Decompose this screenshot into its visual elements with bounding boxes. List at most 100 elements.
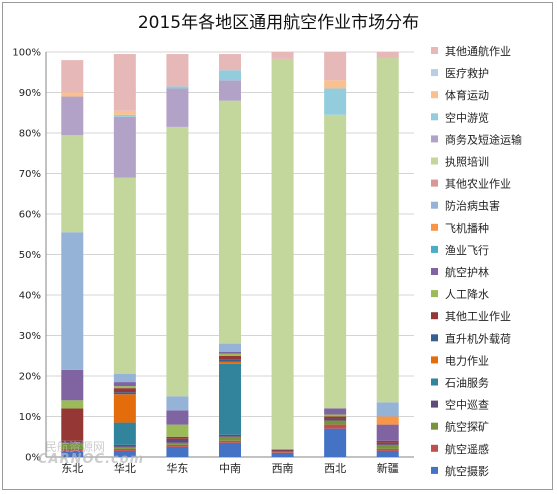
legend-swatch — [431, 444, 438, 452]
legend-swatch — [431, 422, 438, 430]
legend-swatch — [431, 113, 438, 121]
bar-segment — [324, 420, 347, 425]
bar-segment — [376, 416, 399, 425]
bar-segment — [324, 114, 347, 409]
bar-segment — [376, 444, 399, 449]
legend-entry: 直升机外载荷 — [445, 331, 511, 345]
bar-segment — [219, 363, 241, 435]
bar-segment — [324, 416, 347, 419]
bar-segment — [61, 92, 84, 97]
bar-segment — [113, 450, 136, 457]
y-tick-label: 100% — [12, 48, 41, 59]
legend-entry: 航空探矿 — [445, 420, 489, 434]
legend-entry: 飞机播种 — [445, 221, 489, 235]
bar-segment — [324, 408, 347, 415]
bar-segment — [113, 177, 136, 374]
bar-segment — [166, 86, 189, 89]
bar-segment — [113, 382, 136, 387]
bar-segment — [271, 449, 294, 451]
legend-entry: 其他工业作业 — [445, 310, 511, 323]
bar-segment — [166, 436, 189, 439]
legend-swatch — [431, 91, 438, 99]
bar-segment — [113, 392, 136, 395]
bar-segment — [113, 446, 136, 449]
bar-segment — [113, 110, 136, 115]
bar-segment — [113, 448, 136, 451]
bar-segment — [219, 359, 241, 362]
x-category-label: 西北 — [324, 462, 346, 475]
bar-segment — [376, 440, 399, 443]
x-category-label: 新疆 — [377, 461, 399, 475]
bar-segment — [61, 60, 84, 93]
bar-segment — [166, 444, 189, 447]
legend-swatch — [431, 179, 438, 187]
bar-segment — [166, 126, 189, 397]
bar-segment — [61, 232, 84, 370]
legend-entry: 其他通航作业 — [445, 44, 511, 58]
bar-segment — [324, 80, 347, 89]
bar-segment — [113, 422, 136, 445]
bar-segment — [324, 88, 347, 115]
bar-segment — [166, 442, 189, 445]
legend-swatch — [431, 245, 438, 253]
legend-entry: 医疗救护 — [445, 66, 489, 80]
legend-swatch — [431, 69, 438, 77]
legend-entry: 其他农业作业 — [445, 177, 511, 191]
bar-segment — [271, 52, 294, 59]
chart-title: 2015年各地区通用航空作业市场分布 — [137, 13, 420, 33]
legend-swatch — [431, 466, 438, 474]
y-tick-label: 90% — [19, 88, 41, 99]
bar-segment — [376, 450, 399, 457]
bar-segment — [324, 418, 347, 421]
bar-segment — [376, 402, 399, 417]
bar-segment — [219, 80, 241, 101]
bar-segment — [113, 444, 136, 447]
bar-segment — [113, 388, 136, 393]
bar-segment — [61, 448, 84, 451]
y-tick-label: 30% — [19, 331, 41, 342]
bar-segment — [219, 343, 241, 352]
bar-segment — [61, 96, 84, 136]
legend-entry: 航空护林 — [445, 265, 489, 279]
bar-segment — [61, 442, 84, 449]
bar-segment — [113, 373, 136, 383]
bar-segment — [113, 394, 136, 423]
y-tick-label: 20% — [19, 372, 41, 383]
bar-segment — [166, 410, 189, 425]
legend-entry: 渔业飞行 — [445, 244, 489, 257]
legend-swatch — [431, 378, 438, 386]
legend-swatch — [431, 356, 438, 364]
y-tick-label: 80% — [19, 129, 41, 140]
bar-segment — [219, 442, 241, 457]
bar-segment — [271, 452, 294, 453]
bar-segment — [271, 452, 294, 457]
y-tick-label: 50% — [19, 250, 41, 261]
legend-entry: 空中巡查 — [445, 398, 489, 412]
bar-segment — [61, 440, 84, 443]
bar-segment — [219, 54, 241, 71]
y-tick-label: 10% — [19, 412, 41, 423]
bar-segment — [219, 440, 241, 443]
legend-swatch — [431, 312, 438, 320]
x-category-label: 中南 — [219, 462, 241, 475]
legend-entry: 体育运动 — [445, 88, 489, 102]
bar-segment — [376, 442, 399, 445]
bar-segment — [271, 58, 294, 449]
bar-segment — [219, 351, 241, 354]
legend-swatch — [431, 400, 438, 408]
bar-segment — [324, 414, 347, 417]
bar-segment — [113, 114, 136, 117]
bar-segment — [166, 396, 189, 411]
legend-entry: 执照培训 — [445, 155, 489, 169]
bar-segment — [113, 386, 136, 389]
bar-segment — [219, 353, 241, 356]
legend-swatch — [431, 223, 438, 231]
bar-segment — [376, 58, 399, 403]
legend-entry: 空中游览 — [445, 110, 489, 124]
bar-segment — [376, 448, 399, 451]
y-tick-label: 40% — [19, 291, 41, 302]
bar-segment — [324, 424, 347, 429]
bar-segment — [324, 52, 347, 81]
legend-entry: 商务及短途运输 — [445, 132, 522, 146]
x-category-label: 华北 — [114, 461, 136, 475]
